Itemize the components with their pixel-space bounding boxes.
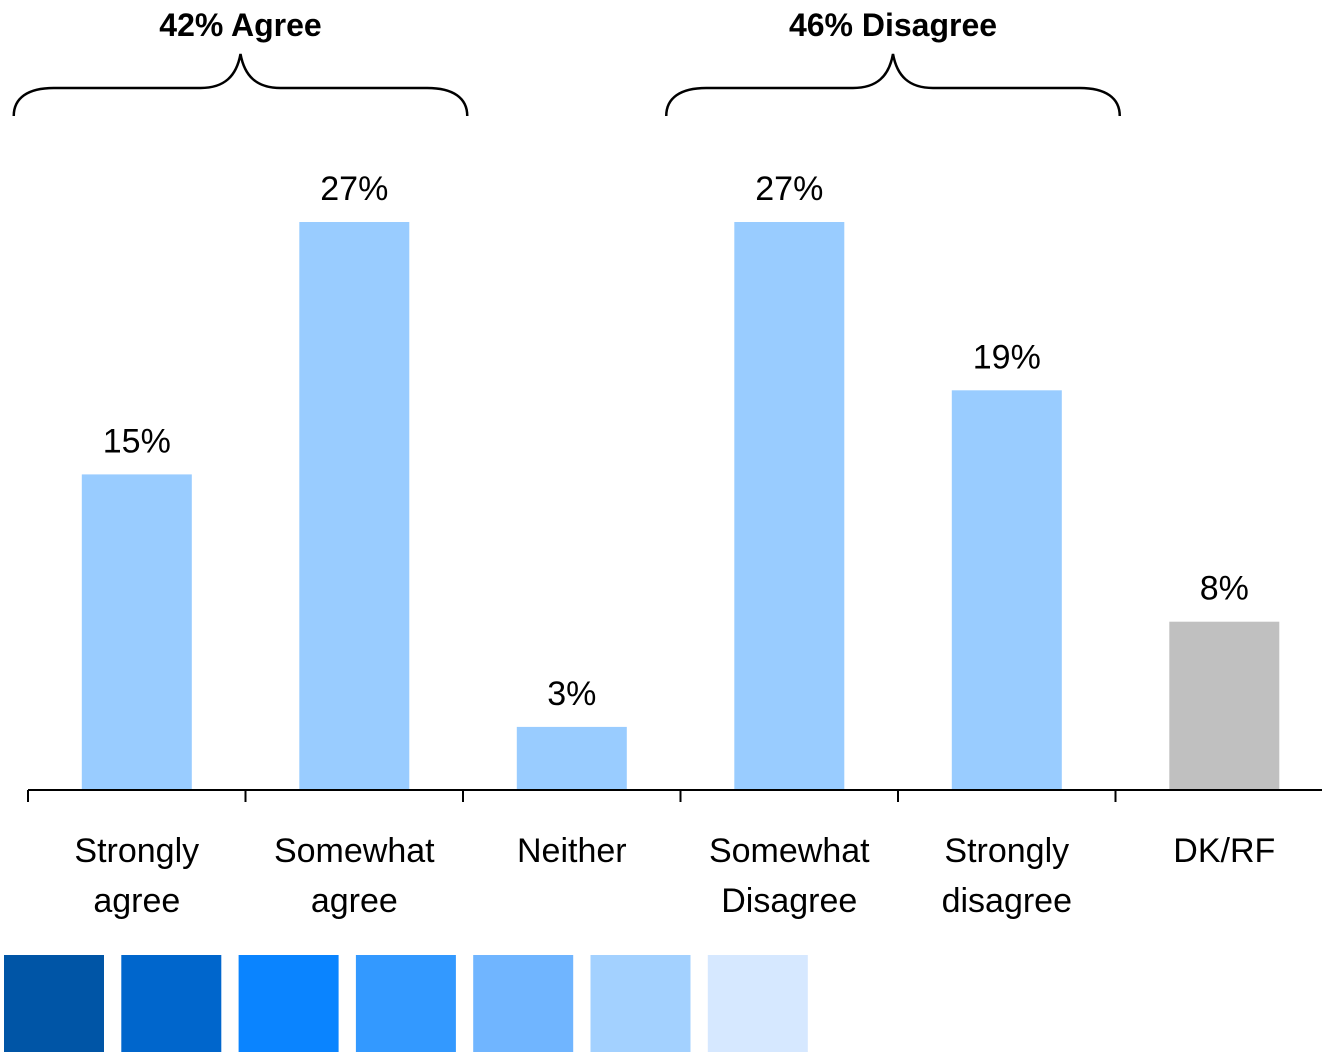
category-label-1-1: agree xyxy=(311,882,398,920)
value-label-3: 27% xyxy=(755,170,823,208)
color-swatch-1 xyxy=(121,955,222,1052)
value-label-4: 19% xyxy=(973,338,1041,376)
group-brace-0 xyxy=(12,53,469,117)
bar-2 xyxy=(516,726,627,790)
category-label-4-0: Strongly xyxy=(944,832,1069,870)
color-swatch-6 xyxy=(707,955,808,1052)
value-label-5: 8% xyxy=(1200,570,1249,608)
group-brace-1 xyxy=(665,53,1121,117)
color-swatch-5 xyxy=(590,955,691,1052)
category-label-1-0: Somewhat xyxy=(274,832,435,870)
color-palette xyxy=(4,955,808,1052)
category-label-5-0: DK/RF xyxy=(1173,832,1275,870)
bar-1 xyxy=(299,222,410,790)
color-swatch-2 xyxy=(238,955,339,1052)
bars xyxy=(81,222,1280,790)
bar-5 xyxy=(1169,621,1280,790)
value-label-1: 27% xyxy=(320,170,388,208)
color-swatch-3 xyxy=(355,955,456,1052)
color-swatch-0 xyxy=(4,955,104,1052)
labels: 15% 27% 3% 27% 19% 8% Strongly agree Somewhat agr… xyxy=(74,170,1275,920)
category-label-2-0: Neither xyxy=(517,832,627,870)
category-label-0-1: agree xyxy=(93,882,180,920)
bar-3 xyxy=(734,222,845,790)
group-label-1: 46% Disagree xyxy=(789,7,997,43)
category-label-0-0: Strongly xyxy=(74,832,199,870)
value-label-0: 15% xyxy=(103,422,171,460)
bar-4 xyxy=(951,390,1062,790)
group-braces: 42% Agree 46% Disagree xyxy=(12,7,1121,117)
value-label-2: 3% xyxy=(547,675,596,713)
category-label-3-1: Disagree xyxy=(721,882,857,920)
category-label-3-0: Somewhat xyxy=(709,832,870,870)
x-axis xyxy=(27,789,1322,802)
bar-0 xyxy=(81,474,192,790)
group-label-0: 42% Agree xyxy=(159,7,321,43)
color-swatch-4 xyxy=(473,955,574,1052)
category-label-4-1: disagree xyxy=(942,882,1072,920)
